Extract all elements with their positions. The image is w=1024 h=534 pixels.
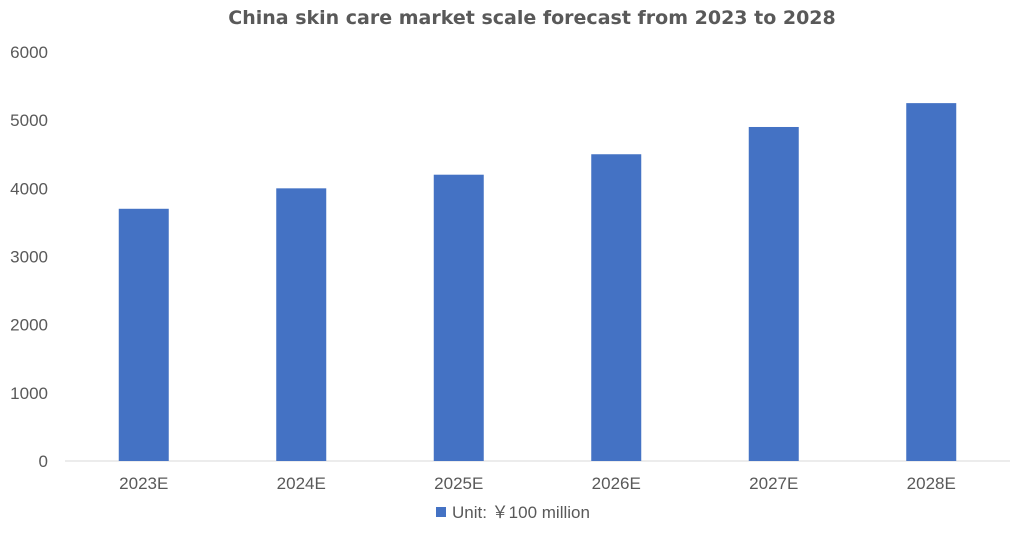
y-tick-label: 5000	[10, 111, 48, 130]
y-tick-label: 6000	[10, 43, 48, 62]
y-tick-label: 0	[39, 452, 48, 471]
x-tick-label: 2023E	[119, 474, 168, 493]
x-tick-label: 2027E	[749, 474, 798, 493]
bar-2026E	[591, 154, 642, 461]
x-tick-label: 2028E	[907, 474, 956, 493]
bar-2027E	[748, 126, 799, 461]
y-axis: 0 1000 2000 3000 4000 5000 6000	[10, 43, 48, 471]
chart-title: China skin care market scale forecast fr…	[228, 7, 836, 29]
x-tick-label: 2025E	[434, 474, 483, 493]
bar-2025E	[433, 174, 484, 461]
bar-2028E	[906, 103, 957, 461]
bar-2024E	[276, 188, 327, 462]
legend-swatch	[436, 507, 446, 517]
legend: Unit: ￥100 million	[436, 503, 590, 522]
x-tick-label: 2026E	[592, 474, 641, 493]
x-axis: 2023E 2024E 2025E 2026E 2027E 2028E	[119, 474, 956, 493]
x-tick-label: 2024E	[277, 474, 326, 493]
bars	[118, 103, 957, 462]
y-tick-label: 4000	[10, 179, 48, 198]
y-tick-label: 3000	[10, 248, 48, 267]
y-tick-label: 2000	[10, 316, 48, 335]
legend-label: Unit: ￥100 million	[452, 503, 590, 522]
y-tick-label: 1000	[10, 384, 48, 403]
bar-2023E	[118, 208, 169, 461]
